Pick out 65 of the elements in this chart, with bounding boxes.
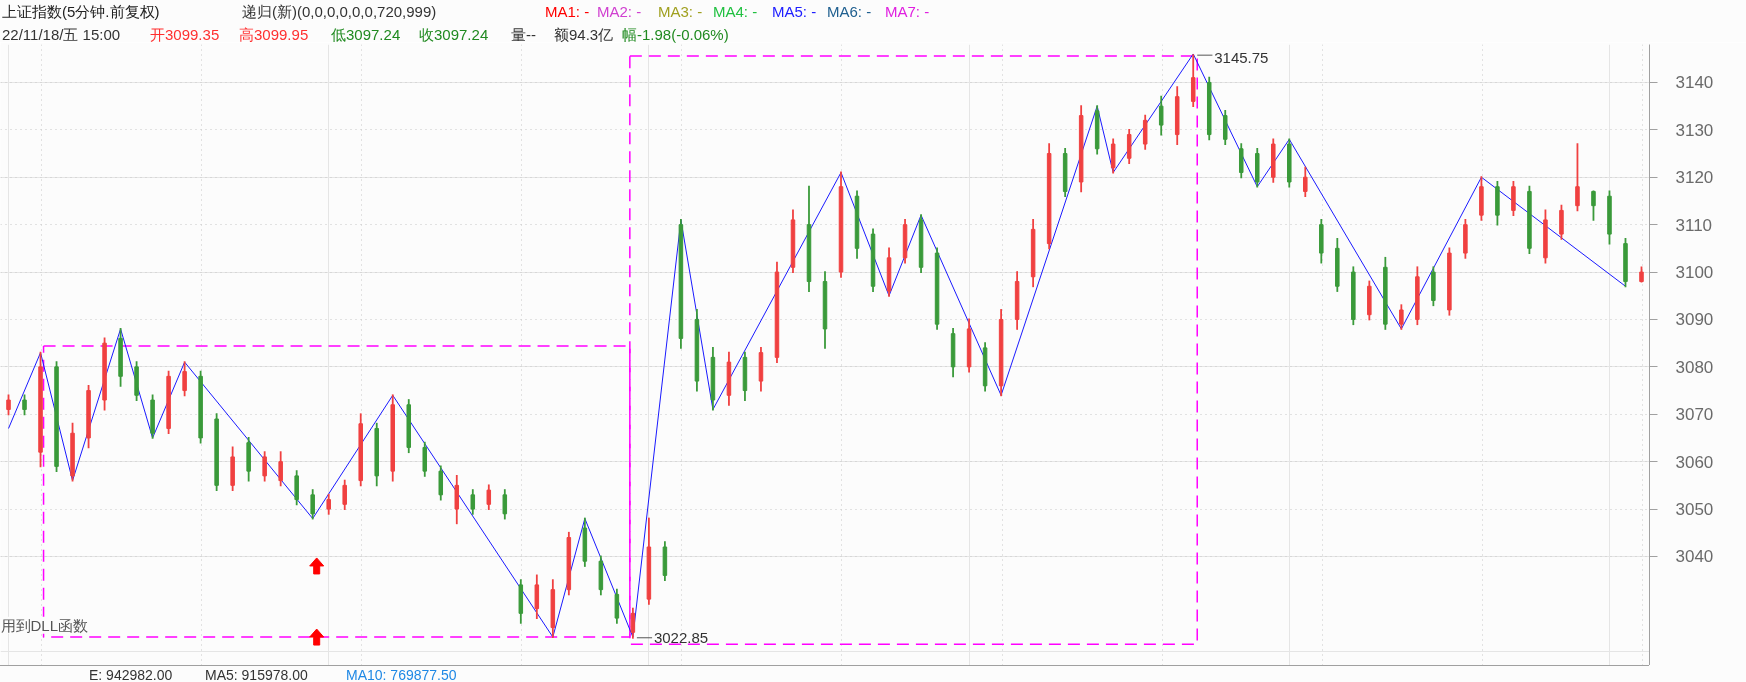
candlestick <box>1303 166 1308 198</box>
text: 额94.3亿 <box>554 26 614 43</box>
candlestick <box>294 470 299 506</box>
candlestick <box>630 607 636 639</box>
candlestick <box>438 465 444 501</box>
text: 递归(新)(0,0,0,0,0,0,720,999) <box>242 3 437 20</box>
candlestick <box>22 394 27 416</box>
candlestick <box>454 474 460 525</box>
candlestick <box>1238 143 1244 179</box>
candlestick <box>470 489 476 515</box>
text: MA5: 915978.00 <box>205 667 308 682</box>
candlestick <box>502 489 508 520</box>
text: E: 942982.00 <box>89 667 173 682</box>
y-tick-label: 3110 <box>1675 215 1713 235</box>
y-tick-label: 3080 <box>1675 357 1714 377</box>
annotation: 用到DLL函数 <box>0 616 89 634</box>
candlestick <box>1158 95 1164 136</box>
y-tick-label: 3060 <box>1675 452 1714 472</box>
candlestick <box>1575 143 1580 212</box>
text: 22/11/18/五 15:00 <box>2 26 121 43</box>
candlestick <box>1110 138 1116 174</box>
text: MA1: - <box>545 3 590 20</box>
y-tick-label: 3040 <box>1675 547 1714 567</box>
y-tick-label: 3120 <box>1675 168 1714 188</box>
text: 低3097.24 <box>331 26 401 43</box>
candlestick <box>1591 190 1596 221</box>
candlestick <box>534 574 540 619</box>
candlestick <box>310 489 315 520</box>
candlestick <box>1511 181 1516 217</box>
text: 幅-1.98(-0.06%) <box>622 26 729 43</box>
candlestick <box>1190 54 1196 108</box>
candlestick <box>1142 114 1148 150</box>
text: MA7: - <box>885 3 930 20</box>
candlestick <box>486 484 492 510</box>
candlestick <box>1399 304 1404 330</box>
text: 高3099.95 <box>239 26 309 43</box>
y-tick-label: 3100 <box>1675 263 1714 283</box>
text: MA4: - <box>713 3 758 20</box>
candlestick <box>422 441 428 477</box>
text: MA6: - <box>827 3 872 20</box>
candlestick <box>1559 204 1564 240</box>
candlestick <box>614 588 620 624</box>
candlestick <box>6 394 11 416</box>
y-tick-label: 3070 <box>1675 405 1714 425</box>
y-tick-label: 3130 <box>1675 120 1714 140</box>
annotation: 3022.85 <box>653 628 709 646</box>
candlestick <box>342 479 347 510</box>
y-tick-label: 3090 <box>1675 310 1714 330</box>
candlestick <box>262 451 267 482</box>
text: 收3097.24 <box>419 26 489 43</box>
text: MA10: 769877.50 <box>346 667 457 682</box>
y-tick-label: 3050 <box>1675 500 1714 520</box>
annotation: 3145.75 <box>1214 49 1269 67</box>
text: 开3099.35 <box>150 26 220 43</box>
candlestick <box>278 451 283 487</box>
candlestick <box>326 493 331 515</box>
text: MA3: - <box>658 3 703 20</box>
candlestick <box>1126 128 1132 164</box>
candlestick <box>182 361 187 397</box>
text: MA2: - <box>597 3 642 20</box>
text: MA5: - <box>772 3 817 20</box>
y-tick-label: 3140 <box>1675 73 1714 93</box>
text: 量-- <box>511 26 536 43</box>
chart-title: 上证指数(5分钟.前复权) <box>2 3 160 20</box>
candlestick <box>1222 109 1228 145</box>
